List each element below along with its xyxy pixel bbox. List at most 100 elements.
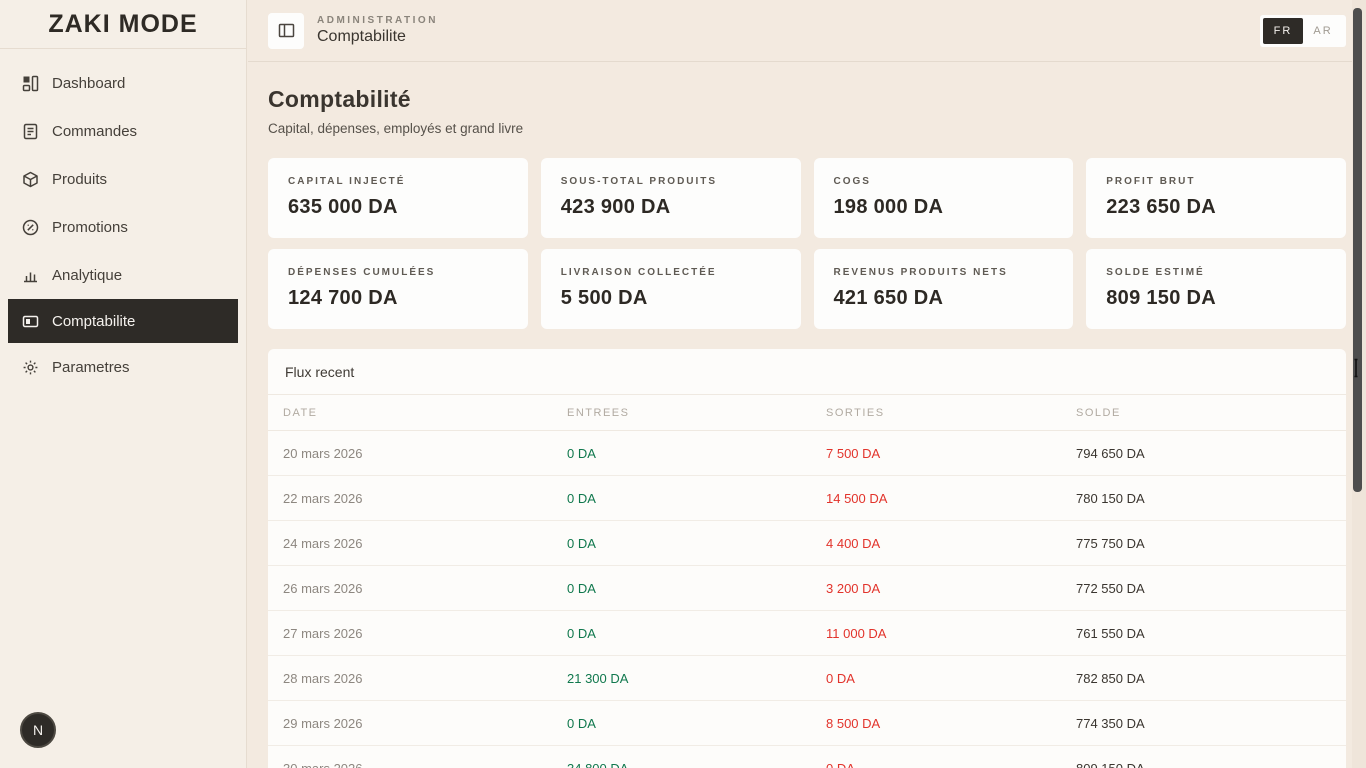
column-header-sorties: SORTIES xyxy=(826,406,885,419)
recent-flows-panel: Flux recent DATE ENTREES SORTIES SOLDE 2… xyxy=(268,349,1346,768)
stat-card: REVENUS PRODUITS NETS 421 650 DA xyxy=(813,249,1074,329)
stat-card: SOUS-TOTAL PRODUITS 423 900 DA xyxy=(540,158,801,238)
cell-solde: 809 150 DA xyxy=(1076,761,1331,768)
stat-card: COGS 198 000 DA xyxy=(813,158,1074,238)
cell-solde: 794 650 DA xyxy=(1076,445,1145,461)
cell-sorties: 11 000 DA xyxy=(826,625,887,641)
cell-entrees: 21 300 DA xyxy=(567,670,629,686)
cell-date: 20 mars 2026 xyxy=(283,445,363,461)
sidebar-item-label: Produits xyxy=(52,170,108,188)
column-header-entrees: ENTREES xyxy=(567,406,630,419)
orders-icon xyxy=(22,123,39,140)
stat-card-value: 223 650 DA xyxy=(1106,196,1216,218)
cell-date: 29 mars 2026 xyxy=(283,715,363,731)
dashboard-icon xyxy=(22,75,39,92)
cell-date: 30 mars 2026 xyxy=(283,761,567,768)
stat-card-value: 809 150 DA xyxy=(1106,287,1216,309)
sidebar-item-dashboard[interactable]: Dashboard xyxy=(0,59,246,107)
cell-sorties: 8 500 DA xyxy=(826,715,881,731)
stat-card: LIVRAISON COLLECTÉE 5 500 DA xyxy=(540,249,801,329)
table-row: 26 mars 2026 0 DA 3 200 DA 772 550 DA xyxy=(268,566,1346,611)
stat-card: DÉPENSES CUMULÉES 124 700 DA xyxy=(268,249,528,329)
analytics-icon xyxy=(22,267,39,284)
cell-entrees: 0 DA xyxy=(567,535,596,551)
scrollbar-thumb[interactable] xyxy=(1353,8,1362,492)
sidebar-toggle-button[interactable] xyxy=(268,12,304,49)
breadcrumb-section: ADMINISTRATION xyxy=(317,15,438,26)
cell-solde: 772 550 DA xyxy=(1076,580,1145,596)
table-row: 20 mars 2026 0 DA 7 500 DA 794 650 DA xyxy=(268,431,1346,476)
table-body: 20 mars 2026 0 DA 7 500 DA 794 650 DA 22… xyxy=(268,431,1346,768)
sidebar: ZAKI MODE Dashboard Command xyxy=(0,0,247,768)
cell-sorties: 14 500 DA xyxy=(826,490,888,506)
cell-entrees: 0 DA xyxy=(567,490,596,506)
cell-sorties: 0 DA xyxy=(826,761,1076,768)
lang-fr-button[interactable]: FR xyxy=(1263,17,1303,44)
stat-card-label: REVENUS PRODUITS NETS xyxy=(833,267,1008,278)
column-header-date: DATE xyxy=(283,406,318,419)
stat-cards: CAPITAL INJECTÉ 635 000 DA SOUS-TOTAL PR… xyxy=(268,158,1346,329)
stat-card-label: SOUS-TOTAL PRODUITS xyxy=(560,176,718,187)
table-row: 29 mars 2026 0 DA 8 500 DA 774 350 DA xyxy=(268,701,1346,746)
main-content: Comptabilité Capital, dépenses, employés… xyxy=(248,63,1366,768)
cell-solde: 761 550 DA xyxy=(1076,625,1145,641)
cell-sorties: 0 DA xyxy=(826,670,855,686)
cell-date: 22 mars 2026 xyxy=(283,490,363,506)
language-toggle: FR AR xyxy=(1260,14,1346,47)
cell-solde: 780 150 DA xyxy=(1076,490,1145,506)
page-subtitle: Capital, dépenses, employés et grand liv… xyxy=(268,121,524,136)
sidebar-item-promotions[interactable]: Promotions xyxy=(0,203,246,251)
cell-entrees: 34 800 DA xyxy=(567,761,826,768)
cell-entrees: 0 DA xyxy=(567,625,596,641)
sidebar-item-label: Analytique xyxy=(52,266,123,284)
sidebar-item-commandes[interactable]: Commandes xyxy=(0,107,246,155)
table-row: 24 mars 2026 0 DA 4 400 DA 775 750 DA xyxy=(268,521,1346,566)
sidebar-nav: Dashboard Commandes Produ xyxy=(0,49,246,391)
cell-sorties: 7 500 DA xyxy=(826,445,881,461)
sidebar-item-parametres[interactable]: Parametres xyxy=(0,343,246,391)
user-avatar[interactable]: N xyxy=(20,712,56,748)
settings-icon xyxy=(22,359,39,376)
sidebar-item-analytique[interactable]: Analytique xyxy=(0,251,246,299)
sidebar-item-comptabilite[interactable]: Comptabilite xyxy=(8,299,238,343)
stat-card-value: 635 000 DA xyxy=(288,196,398,218)
stat-card-value: 421 650 DA xyxy=(833,287,944,309)
panel-title: Flux recent xyxy=(268,349,1346,395)
table-row: 30 mars 2026 34 800 DA 0 DA 809 150 DA xyxy=(268,746,1346,768)
lang-ar-button[interactable]: AR xyxy=(1303,18,1343,44)
cell-date: 27 mars 2026 xyxy=(283,625,363,641)
cell-solde: 774 350 DA xyxy=(1076,715,1145,731)
column-header-solde: SOLDE xyxy=(1076,406,1121,419)
breadcrumb: ADMINISTRATION Comptabilite xyxy=(317,15,438,46)
panel-left-icon xyxy=(278,23,295,38)
stat-card-value: 198 000 DA xyxy=(833,196,944,218)
stat-card-label: DÉPENSES CUMULÉES xyxy=(288,267,436,278)
brand-logo: ZAKI MODE xyxy=(0,0,246,49)
top-header: ADMINISTRATION Comptabilite FR AR xyxy=(248,0,1366,62)
table-row: 22 mars 2026 0 DA 14 500 DA 780 150 DA xyxy=(268,476,1346,521)
sidebar-item-label: Commandes xyxy=(52,122,138,140)
cell-date: 26 mars 2026 xyxy=(283,580,363,596)
promotions-icon xyxy=(22,219,39,236)
sidebar-item-produits[interactable]: Produits xyxy=(0,155,246,203)
cell-solde: 782 850 DA xyxy=(1076,670,1145,686)
stat-card: PROFIT BRUT 223 650 DA xyxy=(1086,158,1346,238)
stat-card: CAPITAL INJECTÉ 635 000 DA xyxy=(268,158,528,238)
stat-card-label: COGS xyxy=(833,176,871,187)
table-header-row: DATE ENTREES SORTIES SOLDE xyxy=(268,395,1346,431)
page-title: Comptabilité xyxy=(268,86,411,112)
cell-date: 24 mars 2026 xyxy=(283,535,363,551)
stat-card: SOLDE ESTIMÉ 809 150 DA xyxy=(1086,249,1346,329)
stat-card-value: 124 700 DA xyxy=(288,287,398,309)
table-row: 27 mars 2026 0 DA 11 000 DA 761 550 DA xyxy=(268,611,1346,656)
breadcrumb-page: Comptabilite xyxy=(317,28,406,45)
products-icon xyxy=(22,171,39,188)
sidebar-item-label: Parametres xyxy=(52,358,130,376)
cell-date: 28 mars 2026 xyxy=(283,670,363,686)
cell-solde: 775 750 DA xyxy=(1076,535,1145,551)
stat-card-label: PROFIT BRUT xyxy=(1106,176,1196,187)
stat-card-label: SOLDE ESTIMÉ xyxy=(1106,267,1205,278)
stat-card-value: 423 900 DA xyxy=(560,196,671,218)
stat-card-value: 5 500 DA xyxy=(560,287,648,309)
cell-entrees: 0 DA xyxy=(567,715,596,731)
